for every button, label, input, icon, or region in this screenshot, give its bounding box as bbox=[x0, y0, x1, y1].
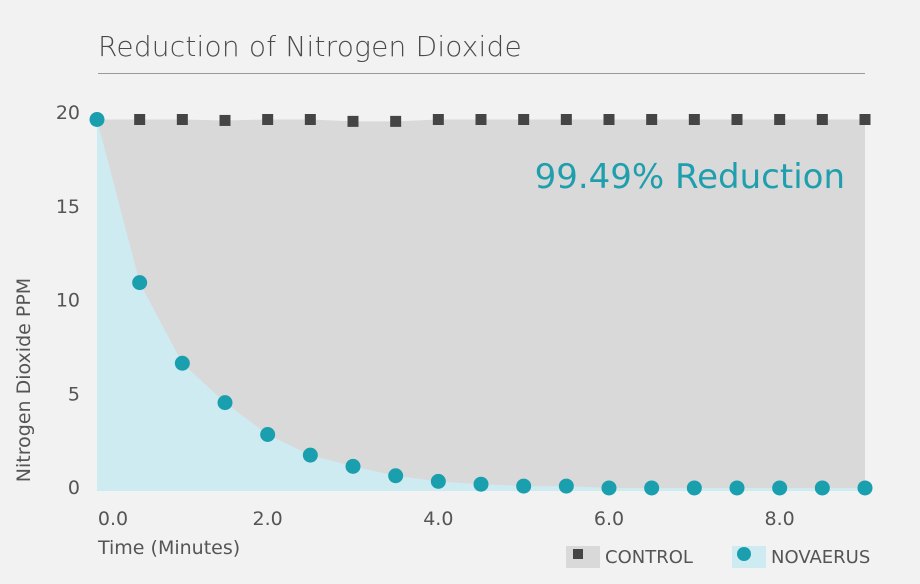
area-novaerus bbox=[97, 119, 865, 491]
point-control bbox=[774, 114, 786, 125]
point-novaerus bbox=[644, 480, 660, 496]
point-novaerus bbox=[89, 112, 105, 127]
control-swatch bbox=[566, 546, 600, 568]
chart-title: Reduction of Nitrogen Dioxide bbox=[98, 30, 522, 63]
x-axis-label: Time (Minutes) bbox=[97, 537, 240, 559]
point-novaerus bbox=[601, 480, 617, 496]
y-tick-label: 10 bbox=[56, 290, 80, 312]
point-novaerus bbox=[388, 468, 404, 484]
point-novaerus bbox=[302, 447, 318, 463]
point-novaerus bbox=[260, 427, 276, 442]
marker-layer bbox=[89, 112, 873, 496]
point-novaerus bbox=[174, 355, 190, 371]
reduction-annotation: 99.49% Reduction bbox=[535, 157, 845, 197]
point-novaerus bbox=[772, 480, 788, 496]
y-tick-label: 15 bbox=[56, 196, 80, 218]
area-control bbox=[97, 119, 865, 491]
x-axis-ticks: 0.0 2.0 4.0 6.0 8.0 bbox=[98, 508, 795, 530]
point-control bbox=[176, 114, 188, 125]
title-divider bbox=[98, 73, 865, 74]
area-layer bbox=[97, 119, 865, 491]
point-control bbox=[262, 114, 274, 125]
point-control bbox=[390, 115, 402, 127]
point-novaerus bbox=[345, 458, 361, 474]
point-control bbox=[134, 114, 146, 125]
square-marker-icon bbox=[573, 549, 583, 559]
legend-label-novaerus: NOVAERUS bbox=[771, 546, 871, 568]
point-control bbox=[731, 114, 743, 125]
point-novaerus bbox=[729, 480, 745, 496]
point-control bbox=[432, 114, 444, 125]
y-tick-label: 20 bbox=[56, 102, 80, 124]
point-novaerus bbox=[217, 395, 233, 411]
point-novaerus bbox=[857, 480, 873, 496]
point-control bbox=[475, 114, 487, 125]
point-control bbox=[859, 114, 871, 125]
point-control bbox=[219, 114, 231, 126]
point-control bbox=[304, 114, 316, 125]
point-control bbox=[518, 114, 530, 125]
x-tick-label: 6.0 bbox=[594, 508, 624, 530]
y-axis-ticks: 0 5 10 15 20 bbox=[56, 102, 80, 499]
point-novaerus bbox=[686, 480, 702, 496]
point-control bbox=[560, 114, 572, 125]
point-control bbox=[688, 114, 700, 125]
x-tick-label: 2.0 bbox=[253, 508, 283, 530]
x-tick-label: 4.0 bbox=[423, 508, 453, 530]
x-tick-label: 8.0 bbox=[765, 508, 795, 530]
y-tick-label: 5 bbox=[68, 383, 80, 405]
point-novaerus bbox=[516, 478, 532, 494]
point-novaerus bbox=[430, 473, 446, 489]
point-control bbox=[347, 115, 359, 127]
legend-label-control: CONTROL bbox=[605, 546, 693, 568]
legend-item-control: CONTROL bbox=[566, 546, 693, 568]
novaerus-swatch bbox=[732, 546, 766, 568]
legend-item-novaerus: NOVAERUS bbox=[732, 546, 870, 568]
point-control bbox=[816, 114, 828, 125]
circle-marker-icon bbox=[737, 547, 751, 561]
point-novaerus bbox=[473, 476, 489, 492]
point-control bbox=[603, 114, 615, 125]
y-axis-label: Nitrogen Dioxide PPM bbox=[13, 278, 35, 482]
point-novaerus bbox=[558, 478, 574, 494]
point-control bbox=[646, 114, 658, 125]
y-tick-label: 0 bbox=[68, 477, 80, 499]
x-tick-label: 0.0 bbox=[98, 508, 128, 530]
point-novaerus bbox=[814, 480, 830, 496]
point-novaerus bbox=[132, 275, 148, 291]
